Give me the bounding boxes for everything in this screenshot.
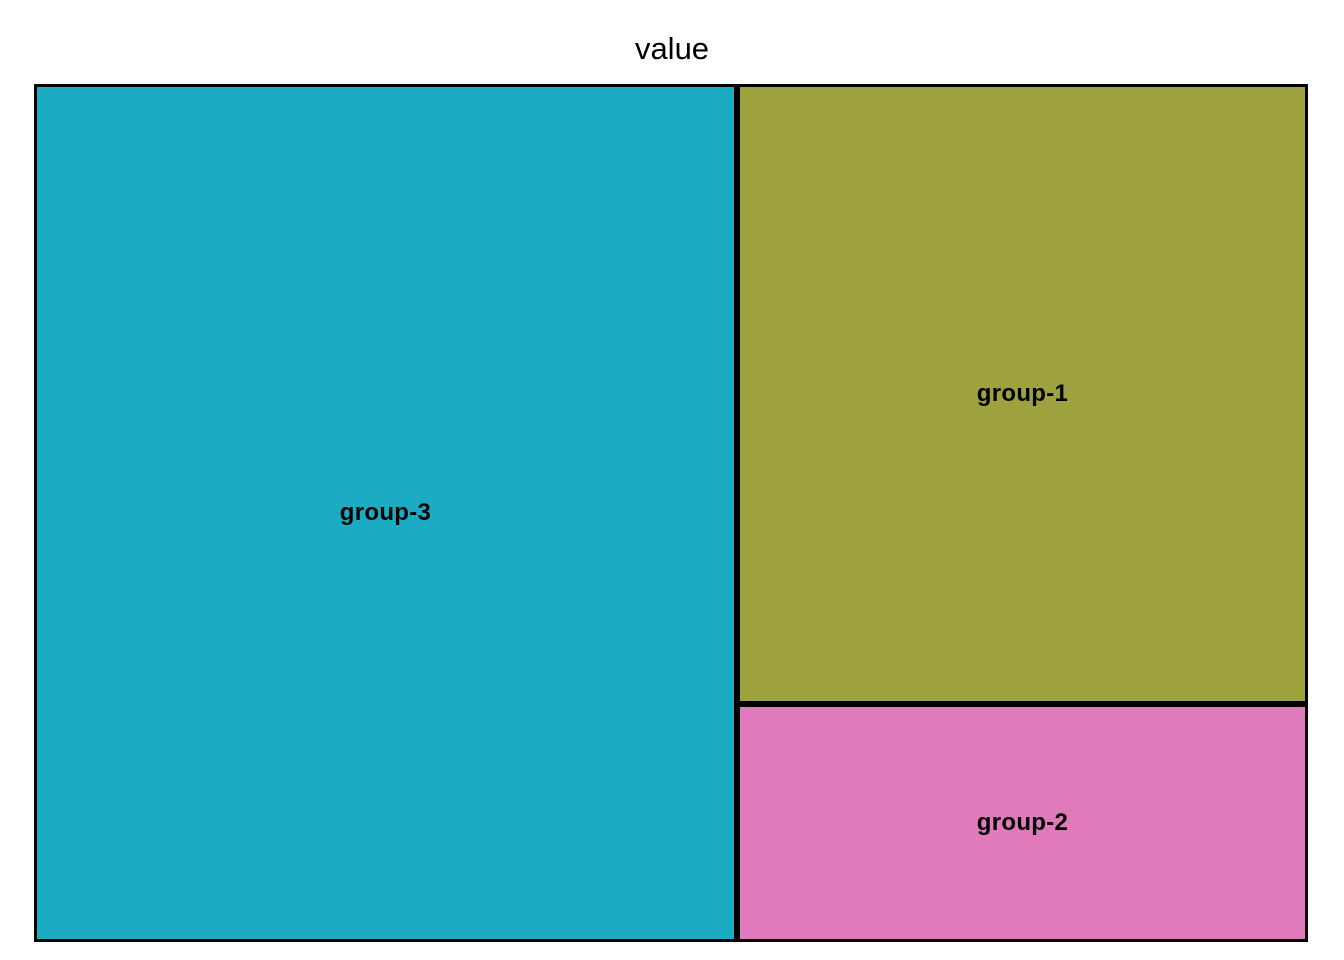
tile-label-group-3: group-3 <box>339 499 432 526</box>
treemap-tile-group-2: group-2 <box>737 704 1308 942</box>
treemap-tile-group-3: group-3 <box>34 84 737 942</box>
tile-label-group-2: group-2 <box>976 809 1069 836</box>
treemap-plot: group-3 group-1 group-2 <box>34 84 1308 942</box>
chart-title: value <box>634 31 710 66</box>
tile-label-group-1: group-1 <box>976 380 1069 407</box>
treemap-tile-group-1: group-1 <box>737 84 1308 704</box>
